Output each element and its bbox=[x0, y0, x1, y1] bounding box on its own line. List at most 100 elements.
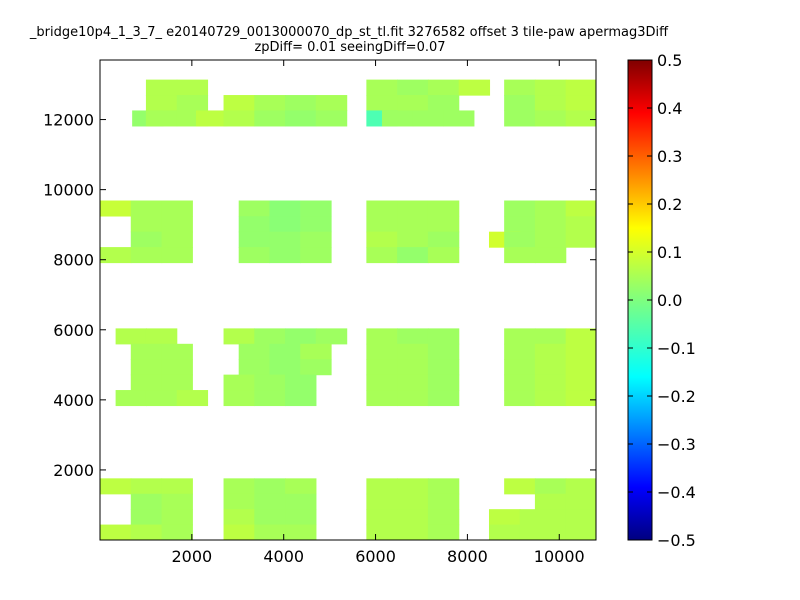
heatmap-cell bbox=[397, 359, 429, 376]
heatmap-cell bbox=[397, 524, 429, 540]
y-axis: 2000 4000 6000 8000 10000 12000 bbox=[43, 111, 596, 480]
heatmap-cell bbox=[254, 390, 286, 407]
heatmap-cell bbox=[397, 200, 429, 217]
heatmap-cell bbox=[565, 359, 596, 376]
heatmap-cell bbox=[285, 509, 317, 526]
heatmap-cell bbox=[366, 200, 398, 217]
colorbar-tick-label: −0.2 bbox=[657, 387, 696, 406]
colorbar-tick-label: 0.5 bbox=[657, 51, 682, 70]
heatmap-cell bbox=[366, 478, 398, 495]
heatmap-cell bbox=[565, 79, 596, 96]
heatmap-cell bbox=[130, 216, 163, 233]
heatmap-cell bbox=[534, 216, 567, 233]
heatmap-cell bbox=[534, 390, 567, 407]
heatmap-cell bbox=[397, 343, 429, 360]
heatmap-cell bbox=[238, 216, 271, 233]
heatmap-cell bbox=[161, 478, 193, 495]
heatmap-cell bbox=[427, 231, 460, 248]
heatmap-cell bbox=[565, 524, 596, 540]
heatmap-cells bbox=[100, 79, 596, 540]
x-tick-label: 8000 bbox=[447, 547, 488, 566]
heatmap-cell bbox=[504, 200, 536, 217]
heatmap-cell bbox=[145, 390, 178, 407]
heatmap-cell bbox=[427, 359, 460, 376]
heatmap-cell bbox=[397, 390, 429, 407]
heatmap-cell bbox=[285, 478, 317, 495]
heatmap-cell bbox=[427, 478, 460, 495]
heatmap-cell bbox=[534, 359, 567, 376]
heatmap-cell bbox=[534, 231, 567, 248]
heatmap-cell bbox=[223, 95, 255, 112]
heatmap-cell bbox=[130, 359, 163, 376]
heatmap-cell bbox=[397, 95, 429, 112]
heatmap-cell bbox=[427, 390, 460, 407]
heatmap-cell bbox=[300, 343, 332, 360]
heatmap-cell bbox=[100, 247, 132, 264]
heatmap-cell bbox=[300, 216, 332, 233]
heatmap-cell bbox=[534, 328, 567, 345]
heatmap-cell bbox=[130, 247, 163, 264]
heatmap-cell bbox=[300, 359, 332, 376]
heatmap-cell bbox=[412, 110, 445, 127]
heatmap-cell bbox=[504, 478, 536, 495]
heatmap-cell bbox=[504, 231, 536, 248]
heatmap-cell bbox=[366, 374, 398, 391]
heatmap-cell bbox=[161, 247, 193, 264]
heatmap-cell bbox=[223, 390, 255, 407]
heatmap-cell bbox=[115, 328, 147, 345]
heatmap-cell bbox=[366, 231, 398, 248]
heatmap-cell bbox=[238, 359, 271, 376]
heatmap-cell bbox=[254, 95, 286, 112]
heatmap-cell bbox=[238, 200, 271, 217]
heatmap-cell bbox=[427, 79, 460, 96]
heatmap-cell bbox=[427, 343, 460, 360]
heatmap-cell bbox=[254, 478, 286, 495]
heatmap-cell bbox=[223, 509, 255, 526]
heatmap-cell bbox=[565, 95, 596, 112]
heatmap-cell bbox=[285, 374, 317, 391]
heatmap-cell bbox=[254, 328, 286, 345]
heatmap-cell bbox=[100, 200, 132, 217]
heatmap-cell bbox=[176, 79, 209, 96]
heatmap-cell bbox=[397, 509, 429, 526]
heatmap-cell bbox=[269, 231, 301, 248]
heatmap-cell bbox=[366, 359, 398, 376]
heatmap-cell bbox=[565, 343, 596, 360]
heatmap-cell bbox=[254, 493, 286, 510]
heatmap-cell bbox=[504, 390, 536, 407]
heatmap-cell bbox=[115, 390, 147, 407]
heatmap-cell bbox=[161, 231, 193, 248]
heatmap-cell bbox=[366, 524, 398, 540]
heatmap-cell bbox=[130, 509, 163, 526]
heatmap-cell bbox=[366, 79, 398, 96]
heatmap-cell bbox=[223, 374, 255, 391]
y-tick-label: 2000 bbox=[53, 461, 94, 480]
heatmap-cell bbox=[397, 328, 429, 345]
heatmap-cell bbox=[366, 328, 398, 345]
heatmap-cell bbox=[269, 247, 301, 264]
colorbar-tick-label: 0.2 bbox=[657, 195, 682, 214]
colorbar-tick-label: −0.1 bbox=[657, 339, 696, 358]
colorbar-tick-label: 0.4 bbox=[657, 99, 682, 118]
heatmap-cell bbox=[427, 524, 460, 540]
heatmap-cell bbox=[100, 478, 132, 495]
x-tick-label: 4000 bbox=[263, 547, 304, 566]
heatmap-cell bbox=[130, 231, 163, 248]
colorbar-tick-label: 0.3 bbox=[657, 147, 682, 166]
heatmap-cell bbox=[488, 509, 521, 526]
heatmap-cell bbox=[161, 524, 193, 540]
heatmap-cell bbox=[427, 216, 460, 233]
heatmap-cell bbox=[366, 509, 398, 526]
heatmap-cell bbox=[565, 478, 596, 495]
heatmap-cell bbox=[269, 200, 301, 217]
y-tick-label: 8000 bbox=[53, 251, 94, 270]
colorbar-tick-label: 0.0 bbox=[657, 291, 682, 310]
heatmap-cell bbox=[254, 110, 286, 127]
colorbar-tick-label: −0.3 bbox=[657, 435, 696, 454]
heatmap-cell bbox=[300, 200, 332, 217]
heatmap-cell bbox=[458, 79, 491, 96]
heatmap-cell bbox=[534, 247, 567, 264]
heatmap-cell bbox=[130, 200, 163, 217]
heatmap-cell bbox=[565, 493, 596, 510]
heatmap-cell bbox=[176, 95, 209, 112]
